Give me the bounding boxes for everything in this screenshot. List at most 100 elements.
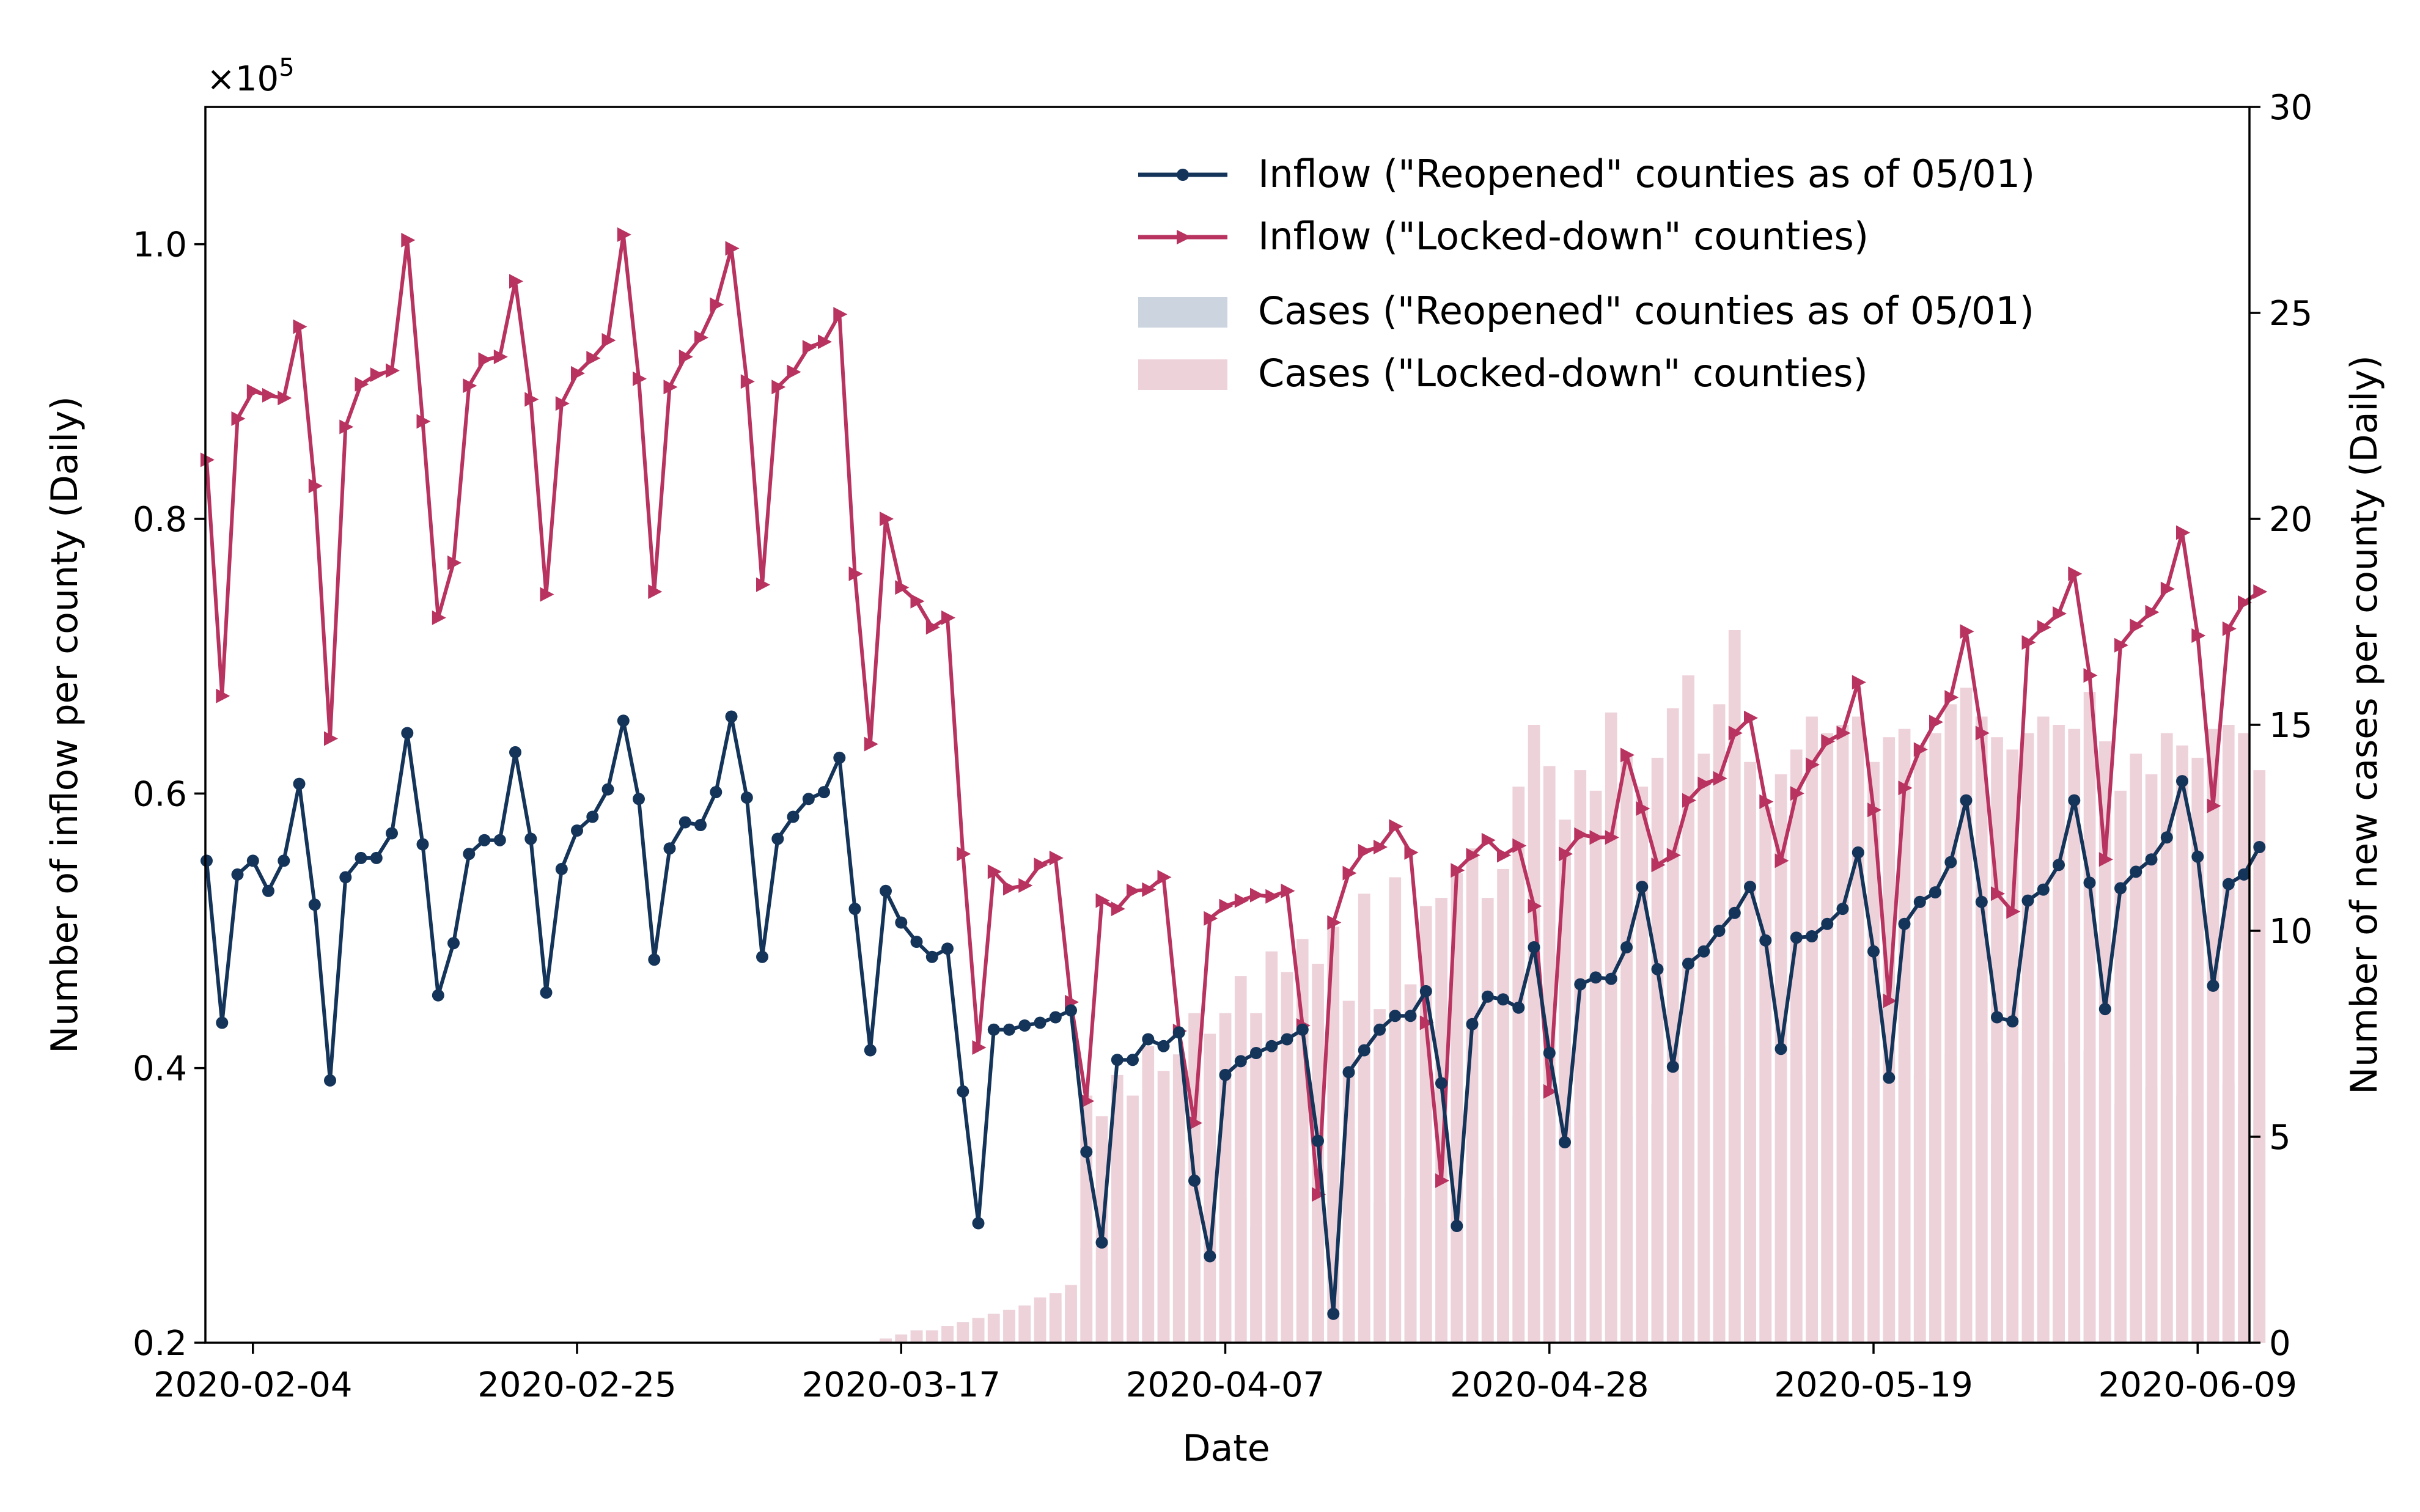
point-locked-inflow bbox=[1419, 1015, 1434, 1030]
bar-locked-cases bbox=[1636, 787, 1649, 1343]
bar-locked-cases bbox=[1559, 820, 1571, 1343]
point-reopened-inflow bbox=[401, 727, 414, 739]
point-locked-inflow bbox=[1806, 757, 1820, 773]
point-reopened-inflow bbox=[571, 824, 583, 837]
point-locked-inflow bbox=[524, 392, 539, 407]
x-tick-label: 2020-03-17 bbox=[802, 1365, 1001, 1405]
point-reopened-inflow bbox=[1419, 985, 1432, 997]
point-locked-inflow bbox=[2053, 606, 2067, 621]
point-reopened-inflow bbox=[818, 786, 830, 799]
bar-locked-cases bbox=[1219, 1013, 1232, 1343]
point-locked-inflow bbox=[1157, 870, 1172, 885]
bar-locked-cases bbox=[1960, 688, 1973, 1343]
point-reopened-inflow bbox=[2068, 794, 2081, 807]
point-reopened-inflow bbox=[246, 854, 259, 867]
point-reopened-inflow bbox=[1435, 1077, 1447, 1090]
legend-marker-reopened bbox=[1177, 169, 1189, 181]
point-locked-inflow bbox=[1404, 845, 1419, 860]
point-locked-inflow bbox=[1034, 857, 1048, 873]
bar-locked-cases bbox=[1481, 898, 1494, 1343]
bar-locked-cases bbox=[2253, 770, 2266, 1343]
point-reopened-inflow bbox=[1234, 1055, 1247, 1068]
point-locked-inflow bbox=[370, 367, 384, 383]
point-reopened-inflow bbox=[1034, 1016, 1046, 1029]
bar-locked-cases bbox=[1512, 787, 1525, 1343]
point-reopened-inflow bbox=[2191, 850, 2204, 863]
point-reopened-inflow bbox=[1003, 1023, 1015, 1036]
point-reopened-inflow bbox=[617, 714, 630, 727]
point-locked-inflow bbox=[802, 340, 817, 355]
point-reopened-inflow bbox=[339, 871, 352, 884]
point-reopened-inflow bbox=[1775, 1043, 1787, 1055]
point-locked-inflow bbox=[648, 584, 663, 600]
bar-locked-cases bbox=[2145, 774, 2158, 1343]
bar-locked-cases bbox=[1682, 675, 1694, 1343]
point-locked-inflow bbox=[463, 378, 477, 394]
bar-locked-cases bbox=[1034, 1297, 1046, 1343]
point-reopened-inflow bbox=[1929, 886, 1941, 899]
bar-locked-cases bbox=[1605, 712, 1617, 1343]
point-reopened-inflow bbox=[262, 884, 274, 897]
bar-locked-cases bbox=[1651, 757, 1664, 1343]
right-tick-label: 30 bbox=[2269, 88, 2312, 128]
bar-locked-cases bbox=[925, 1330, 938, 1343]
point-locked-inflow bbox=[1342, 865, 1357, 881]
point-locked-inflow bbox=[586, 351, 601, 366]
point-reopened-inflow bbox=[1018, 1019, 1031, 1032]
point-locked-inflow bbox=[2191, 628, 2206, 643]
right-tick-label: 25 bbox=[2269, 294, 2312, 334]
point-reopened-inflow bbox=[1327, 1307, 1340, 1320]
point-locked-inflow bbox=[355, 376, 369, 392]
point-reopened-inflow bbox=[1389, 1010, 1402, 1022]
point-reopened-inflow bbox=[740, 791, 753, 804]
right-tick-label: 20 bbox=[2269, 500, 2312, 540]
point-locked-inflow bbox=[1265, 889, 1280, 904]
point-locked-inflow bbox=[1512, 838, 1527, 853]
point-locked-inflow bbox=[1281, 883, 1295, 898]
point-reopened-inflow bbox=[1728, 906, 1741, 919]
right-tick-label: 0 bbox=[2269, 1324, 2291, 1363]
point-reopened-inflow bbox=[1559, 1136, 1571, 1148]
point-reopened-inflow bbox=[1497, 993, 1509, 1006]
point-reopened-inflow bbox=[1589, 971, 1602, 984]
point-reopened-inflow bbox=[1821, 917, 1834, 930]
bar-locked-cases bbox=[1898, 728, 1911, 1343]
point-reopened-inflow bbox=[1127, 1054, 1139, 1066]
point-locked-inflow bbox=[386, 363, 400, 378]
point-locked-inflow bbox=[880, 512, 894, 526]
point-locked-inflow bbox=[1497, 848, 1511, 863]
bar-locked-cases bbox=[972, 1318, 985, 1343]
point-locked-inflow bbox=[1204, 911, 1218, 926]
point-locked-inflow bbox=[1836, 725, 1851, 741]
point-reopened-inflow bbox=[1713, 925, 1726, 937]
point-reopened-inflow bbox=[1095, 1236, 1108, 1249]
point-reopened-inflow bbox=[1790, 931, 1803, 944]
point-reopened-inflow bbox=[957, 1085, 969, 1098]
point-reopened-inflow bbox=[1898, 917, 1911, 930]
inflow-lines bbox=[200, 227, 2268, 1320]
point-reopened-inflow bbox=[787, 810, 800, 823]
point-locked-inflow bbox=[1543, 1084, 1558, 1099]
point-reopened-inflow bbox=[802, 793, 815, 806]
x-axis-label: Date bbox=[1182, 1427, 1270, 1470]
point-reopened-inflow bbox=[710, 786, 723, 799]
bar-locked-cases bbox=[1003, 1310, 1015, 1343]
point-locked-inflow bbox=[1111, 901, 1125, 917]
point-locked-inflow bbox=[1327, 915, 1342, 930]
point-reopened-inflow bbox=[910, 936, 923, 948]
point-reopened-inflow bbox=[2130, 865, 2142, 878]
point-locked-inflow bbox=[246, 384, 261, 399]
bar-locked-cases bbox=[2238, 733, 2250, 1343]
point-reopened-inflow bbox=[2222, 878, 2235, 890]
point-reopened-inflow bbox=[2238, 868, 2250, 881]
point-reopened-inflow bbox=[1049, 1011, 1062, 1024]
point-reopened-inflow bbox=[2053, 859, 2065, 872]
point-locked-inflow bbox=[1250, 887, 1264, 903]
x-tick-label: 2020-02-25 bbox=[477, 1365, 676, 1405]
point-reopened-inflow bbox=[1991, 1011, 2003, 1024]
point-locked-inflow bbox=[1389, 819, 1403, 834]
point-reopened-inflow bbox=[1836, 903, 1849, 916]
point-reopened-inflow bbox=[1528, 941, 1540, 953]
x-tick-label: 2020-05-19 bbox=[1774, 1365, 1973, 1405]
point-locked-inflow bbox=[2037, 620, 2051, 635]
